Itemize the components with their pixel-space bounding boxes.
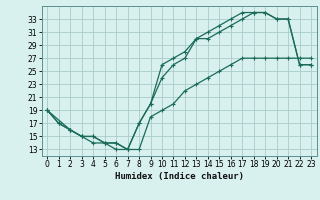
X-axis label: Humidex (Indice chaleur): Humidex (Indice chaleur)	[115, 172, 244, 181]
